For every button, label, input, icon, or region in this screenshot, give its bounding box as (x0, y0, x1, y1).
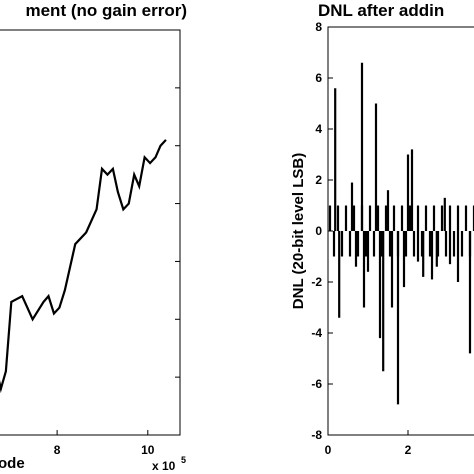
data-line (0, 139, 167, 394)
left-axes-box (0, 29, 181, 436)
y-tick-label: 2 (315, 173, 322, 187)
y-tick-label: -6 (311, 377, 322, 391)
y-tick-label: 6 (315, 71, 322, 85)
y-tick-label: 4 (315, 122, 322, 136)
y-tick-label: -8 (311, 428, 322, 442)
left-title: ment (no gain error) (25, 1, 187, 20)
x-scale-exponent: 5 (181, 455, 186, 465)
x-tick-label: 10 (141, 443, 155, 457)
x-scale-label: x 10 (152, 459, 176, 473)
left-x-label: ode (0, 455, 25, 472)
y-tick-label: -4 (311, 326, 322, 340)
y-tick-label: 0 (315, 224, 322, 238)
y-tick-label: -2 (311, 275, 322, 289)
x-tick-label: 8 (54, 443, 61, 457)
x-tick-label: 0 (325, 443, 332, 457)
right-y-label: DNL (20-bit level LSB) (290, 153, 307, 309)
x-tick-label: 2 (405, 443, 412, 457)
right-title: DNL after addin (318, 1, 444, 20)
y-tick-label: 8 (315, 20, 322, 34)
